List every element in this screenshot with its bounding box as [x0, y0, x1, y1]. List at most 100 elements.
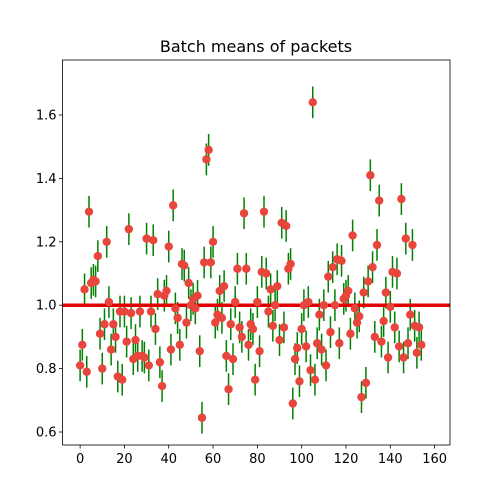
point — [118, 375, 127, 384]
point — [193, 291, 202, 300]
point — [310, 375, 320, 384]
point — [226, 320, 235, 329]
point — [390, 323, 399, 332]
y-tick-label: 0.8 — [36, 362, 57, 377]
point — [140, 353, 149, 362]
point — [375, 196, 384, 205]
y-tick-label: 1.2 — [36, 235, 57, 250]
point — [93, 251, 103, 261]
point — [102, 237, 111, 247]
x-tick-label: 40 — [160, 452, 177, 467]
point — [368, 262, 377, 272]
point — [253, 297, 262, 307]
point — [412, 348, 422, 357]
point — [290, 354, 300, 364]
point — [386, 302, 395, 311]
point — [211, 318, 220, 327]
point — [297, 324, 306, 334]
point — [182, 318, 191, 327]
point — [281, 221, 291, 231]
point — [321, 361, 331, 370]
x-tick-label: 100 — [289, 452, 314, 467]
point — [406, 310, 415, 319]
point — [273, 281, 282, 291]
point — [78, 340, 87, 350]
point — [264, 307, 273, 316]
point — [135, 307, 145, 316]
point — [106, 345, 116, 354]
point — [180, 261, 189, 270]
point — [275, 335, 284, 345]
point — [166, 345, 176, 354]
point — [255, 346, 264, 356]
point — [80, 285, 89, 294]
point — [100, 320, 109, 329]
point — [381, 288, 391, 297]
point — [111, 332, 120, 342]
point — [262, 269, 271, 278]
point — [259, 207, 269, 216]
y-tick-label: 1.6 — [36, 109, 57, 124]
point — [171, 304, 180, 313]
point — [153, 289, 162, 299]
point — [359, 288, 368, 297]
point — [379, 316, 388, 326]
point — [248, 324, 258, 334]
point — [162, 286, 171, 296]
point — [126, 308, 136, 318]
y-tick-label: 1.0 — [36, 299, 57, 314]
point — [319, 301, 329, 310]
point — [394, 342, 404, 351]
point — [199, 258, 209, 267]
point — [350, 304, 360, 313]
point — [414, 323, 424, 332]
point — [122, 337, 131, 346]
point — [348, 231, 357, 240]
x-tick-label: 140 — [378, 452, 403, 467]
point — [75, 361, 85, 370]
point — [175, 340, 185, 350]
point — [95, 329, 105, 338]
point — [195, 346, 204, 356]
y-tick-label: 0.6 — [36, 426, 57, 441]
x-tick-label: 160 — [422, 452, 447, 467]
point — [401, 234, 410, 243]
point — [228, 354, 238, 364]
point — [306, 365, 315, 375]
point — [98, 364, 107, 373]
point — [233, 264, 242, 273]
point — [352, 318, 362, 327]
point — [142, 234, 151, 243]
point — [244, 340, 253, 350]
point — [337, 256, 346, 266]
point — [202, 155, 211, 164]
point — [84, 207, 94, 216]
point — [155, 358, 165, 367]
point — [315, 310, 324, 319]
point — [372, 240, 382, 250]
point — [266, 285, 275, 294]
point — [204, 145, 213, 155]
point — [91, 277, 100, 286]
point — [144, 361, 153, 370]
x-tick-label: 120 — [334, 452, 359, 467]
point — [301, 342, 311, 351]
point — [157, 381, 167, 391]
point — [109, 320, 118, 329]
point — [239, 209, 249, 218]
point — [312, 339, 322, 348]
point — [164, 242, 173, 251]
point — [328, 262, 337, 272]
point — [231, 297, 240, 307]
point — [104, 297, 114, 307]
point — [217, 313, 227, 323]
chart-title: Batch means of packets — [160, 37, 352, 56]
point — [146, 307, 156, 316]
point — [219, 281, 229, 291]
point — [408, 240, 417, 250]
point — [270, 301, 280, 310]
x-tick-label: 60 — [205, 452, 222, 467]
point — [399, 353, 408, 362]
point — [173, 313, 182, 323]
